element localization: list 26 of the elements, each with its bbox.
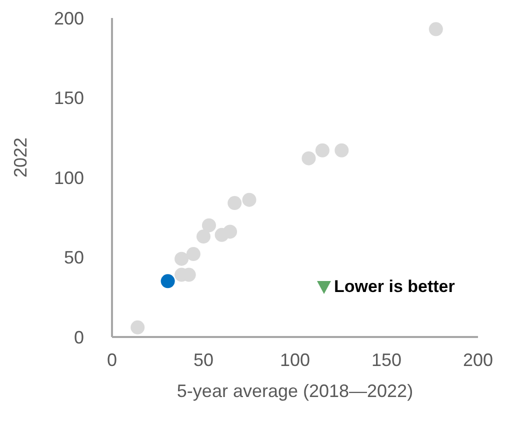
x-tick-label: 100 xyxy=(280,350,310,370)
point xyxy=(160,274,175,288)
y-tick-label: 150 xyxy=(54,88,84,108)
y-axis-title: 2022 xyxy=(10,137,30,178)
point xyxy=(242,192,256,207)
y-tick-label: 50 xyxy=(64,248,84,268)
x-axis-title: 5-year average (2018—2022) xyxy=(176,381,414,401)
x-tick-label: 200 xyxy=(462,350,494,370)
y-tick-label: 0 xyxy=(74,327,84,348)
point xyxy=(223,224,238,239)
point xyxy=(334,143,349,158)
point xyxy=(315,143,330,158)
point xyxy=(196,230,210,244)
point xyxy=(186,247,200,262)
y-tick-label: 200 xyxy=(54,8,84,28)
point xyxy=(428,22,443,36)
point xyxy=(302,151,316,166)
y-tick-label: 100 xyxy=(54,168,84,188)
x-tick-label: 50 xyxy=(193,350,214,370)
x-tick-label: 150 xyxy=(371,350,402,370)
point xyxy=(228,196,242,210)
point xyxy=(202,218,216,232)
annotation: Lower is better xyxy=(334,277,455,298)
point xyxy=(174,252,189,266)
x-tick-label: 0 xyxy=(106,350,118,370)
point xyxy=(130,320,145,334)
